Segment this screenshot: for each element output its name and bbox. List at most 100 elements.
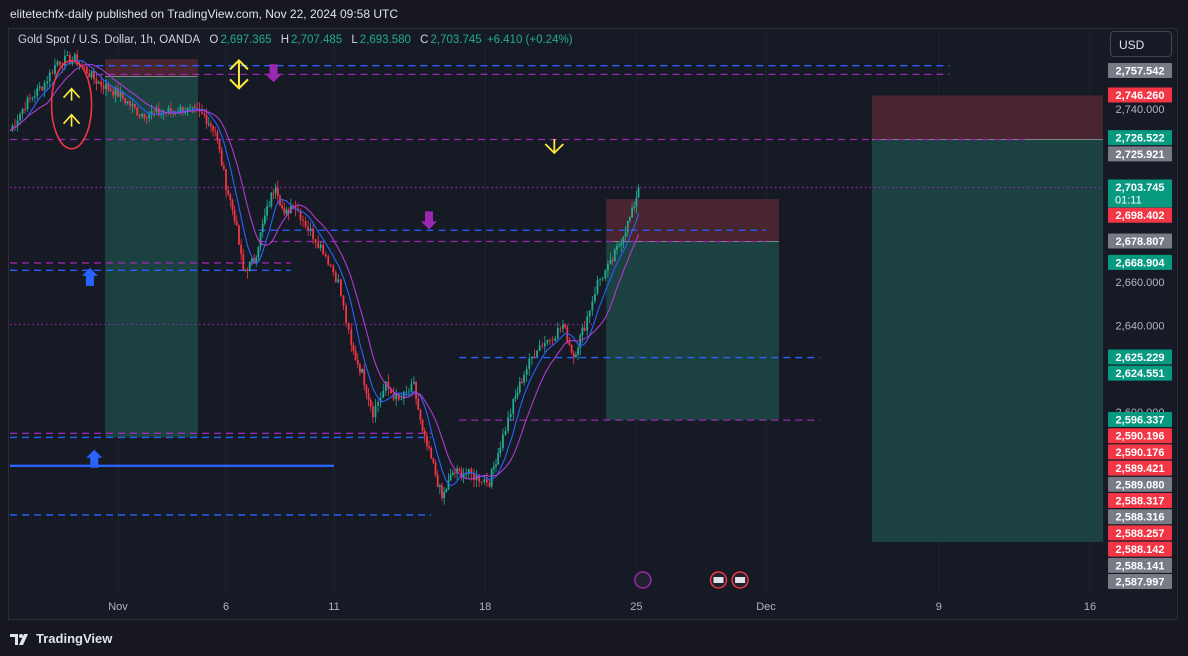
price-label: 2,678.807 [1108, 233, 1172, 249]
candle [319, 244, 322, 248]
candle [41, 86, 44, 91]
candle [428, 446, 430, 448]
candle [504, 431, 507, 435]
candle [136, 107, 139, 116]
candle [345, 305, 347, 323]
candle [255, 257, 258, 264]
price-label-bg [1108, 207, 1172, 223]
candle [189, 107, 191, 109]
candle [405, 391, 408, 393]
candle [129, 101, 131, 106]
candle [304, 220, 307, 227]
price-label-bg [1108, 87, 1172, 103]
candle [276, 187, 279, 196]
currency-button[interactable]: USD [1110, 31, 1172, 57]
candle [33, 96, 36, 98]
candle [169, 108, 172, 112]
candle [97, 81, 100, 84]
candle [449, 474, 452, 481]
candle [432, 458, 435, 463]
candle [220, 149, 223, 166]
candle [525, 368, 528, 375]
candle [556, 328, 559, 339]
candle [231, 200, 234, 210]
price-label-bg [1108, 233, 1172, 249]
candle [54, 65, 56, 74]
candle [549, 340, 551, 341]
double-arrow-icon [229, 58, 249, 90]
candle [502, 434, 504, 448]
price-label-text: 2,588.141 [1116, 560, 1165, 572]
price-label-bg [1108, 146, 1172, 162]
candle [76, 54, 79, 65]
price-label-bg [1108, 476, 1172, 492]
candle [285, 209, 288, 214]
candle [483, 479, 486, 483]
candle [48, 72, 51, 82]
price-label: 2,588.141 [1108, 557, 1172, 573]
candle [191, 106, 194, 108]
symbol-legend: Gold Spot / U.S. Dollar, 1h, OANDA O 2,69… [18, 34, 575, 46]
candle [516, 392, 519, 397]
candle [588, 310, 591, 317]
price-label: 2,589.421 [1108, 460, 1172, 476]
candle [374, 405, 377, 418]
price-label-text: 2,625.229 [1116, 352, 1165, 364]
candle [445, 489, 448, 492]
time-axis-tick: 16 [1084, 601, 1096, 613]
candle [423, 430, 426, 436]
candle [397, 393, 400, 400]
candle [536, 350, 538, 357]
candle [229, 194, 232, 201]
price-label: 2,624.551 [1108, 365, 1172, 381]
price-label-text: 2,588.316 [1116, 512, 1165, 524]
candle [246, 269, 249, 272]
close-label: C [420, 34, 429, 46]
price-label: 2,757.542 [1108, 63, 1172, 79]
candle [601, 278, 604, 279]
candle [509, 413, 512, 418]
time-axis-tick: 25 [630, 601, 642, 613]
candle [340, 279, 342, 296]
candle [314, 239, 317, 243]
candle [495, 464, 497, 467]
footer-bar [0, 622, 1188, 656]
tradingview-logo[interactable]: TradingView [10, 631, 112, 646]
candle [307, 226, 309, 231]
price-label-text: 2,746.260 [1116, 90, 1165, 102]
candle [165, 112, 167, 114]
candle [438, 485, 441, 488]
price-label: 2,726.522 [1108, 130, 1172, 146]
countdown-text: 01:11 [1115, 194, 1142, 206]
candle [369, 399, 372, 407]
candle [88, 73, 91, 78]
candle [292, 205, 294, 207]
risk-zone [606, 199, 779, 242]
price-label-text: 2,588.257 [1116, 528, 1165, 540]
symbol-title[interactable]: Gold Spot / U.S. Dollar, 1h, OANDA [18, 34, 201, 46]
time-axis-tick: 6 [223, 601, 229, 613]
candle [150, 111, 153, 115]
candle [467, 469, 470, 474]
us-flag-icon [709, 571, 728, 589]
candle [478, 475, 481, 482]
candle [263, 215, 266, 224]
candle [299, 210, 302, 220]
price-label-bg [1108, 179, 1172, 208]
candle [186, 107, 189, 113]
price-label: 2,587.997 [1108, 574, 1172, 590]
price-label: 2,588.142 [1108, 541, 1172, 557]
candle [359, 364, 361, 373]
candle [274, 187, 277, 194]
candle [622, 236, 625, 244]
candle [109, 89, 112, 92]
price-axis-tick: 2,660.000 [1116, 277, 1165, 289]
candle [126, 101, 129, 104]
candle [270, 192, 273, 207]
price-label: 2,596.337 [1108, 412, 1172, 428]
price-label-bg [1108, 557, 1172, 573]
candle [488, 482, 491, 487]
candle [222, 165, 225, 170]
profit-zone [606, 241, 779, 421]
